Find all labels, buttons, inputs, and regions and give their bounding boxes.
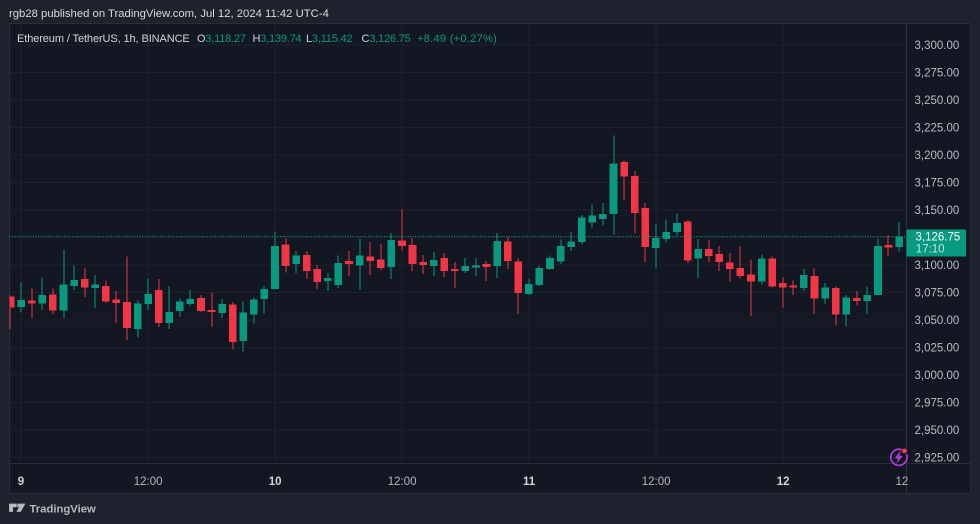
svg-text:rgb28 published on TradingView: rgb28 published on TradingView.com, Jul … (9, 8, 329, 20)
svg-text:10: 10 (269, 476, 282, 488)
svg-text:12: 12 (896, 476, 909, 488)
svg-text:3,200.00: 3,200.00 (915, 150, 960, 162)
svg-text:12:00: 12:00 (134, 476, 163, 488)
svg-text:H3,139.74: H3,139.74 (253, 33, 302, 45)
svg-text:12: 12 (777, 476, 790, 488)
svg-text:3,175.00: 3,175.00 (915, 178, 960, 190)
svg-text:3,225.00: 3,225.00 (915, 123, 960, 135)
svg-text:2,950.00: 2,950.00 (915, 425, 960, 437)
svg-text:3,250.00: 3,250.00 (915, 95, 960, 107)
svg-text:L3,115.42: L3,115.42 (306, 33, 352, 45)
svg-text:12:00: 12:00 (642, 476, 671, 488)
svg-text:2,925.00: 2,925.00 (915, 453, 960, 465)
svg-text:3,275.00: 3,275.00 (915, 68, 960, 80)
svg-text:17:10: 17:10 (916, 243, 945, 255)
svg-text:3,050.00: 3,050.00 (915, 315, 960, 327)
svg-text:3,126.75: 3,126.75 (916, 231, 961, 243)
svg-text:3,100.00: 3,100.00 (915, 260, 960, 272)
svg-text:+8.49 (+0.27%): +8.49 (+0.27%) (417, 33, 497, 45)
svg-text:3,150.00: 3,150.00 (915, 205, 960, 217)
svg-text:2,975.00: 2,975.00 (915, 398, 960, 410)
svg-text:12:00: 12:00 (388, 476, 417, 488)
svg-text:O3,118.27: O3,118.27 (197, 33, 246, 45)
svg-text:TradingView: TradingView (30, 503, 97, 515)
svg-text:3,025.00: 3,025.00 (915, 343, 960, 355)
svg-text:11: 11 (523, 476, 536, 488)
svg-text:Ethereum / TetherUS, 1h, BINAN: Ethereum / TetherUS, 1h, BINANCE (17, 33, 190, 45)
svg-text:9: 9 (18, 476, 24, 488)
svg-text:3,000.00: 3,000.00 (915, 370, 960, 382)
svg-text:3,075.00: 3,075.00 (915, 288, 960, 300)
svg-text:C3,126.75: C3,126.75 (362, 33, 411, 45)
svg-text:3,300.00: 3,300.00 (915, 40, 960, 52)
